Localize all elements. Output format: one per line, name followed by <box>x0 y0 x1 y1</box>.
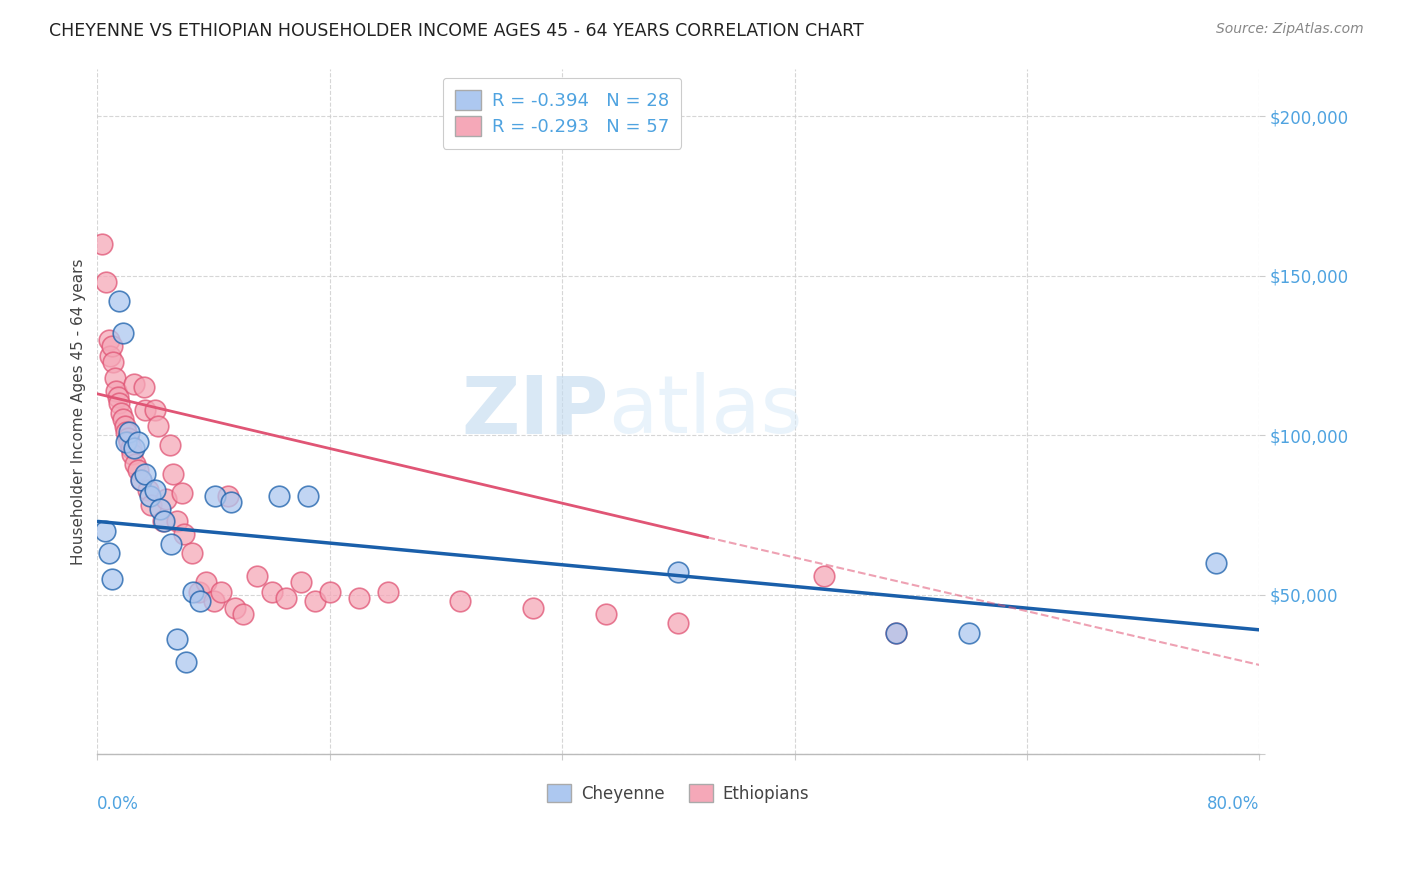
Point <box>666 566 689 580</box>
Point <box>121 447 143 461</box>
Point <box>148 418 170 433</box>
Point <box>101 572 124 586</box>
Point <box>98 546 121 560</box>
Point <box>884 626 907 640</box>
Point <box>110 406 132 420</box>
Point <box>159 438 181 452</box>
Point <box>276 591 298 605</box>
Point <box>347 591 370 605</box>
Point <box>377 584 399 599</box>
Point <box>100 349 122 363</box>
Point <box>105 384 128 398</box>
Point <box>139 499 162 513</box>
Point <box>138 489 160 503</box>
Point <box>104 371 127 385</box>
Point <box>122 377 145 392</box>
Point <box>180 546 202 560</box>
Point <box>108 396 131 410</box>
Point <box>224 600 246 615</box>
Point <box>232 607 254 621</box>
Point <box>149 501 172 516</box>
Point <box>129 473 152 487</box>
Point <box>217 489 239 503</box>
Point <box>112 326 135 341</box>
Point <box>260 584 283 599</box>
Point <box>115 425 138 439</box>
Y-axis label: Householder Income Ages 45 - 64 years: Householder Income Ages 45 - 64 years <box>72 258 86 565</box>
Point <box>134 402 156 417</box>
Point <box>115 434 138 449</box>
Point <box>162 467 184 481</box>
Point <box>595 607 617 621</box>
Point <box>118 434 141 449</box>
Point <box>114 418 136 433</box>
Point <box>90 236 112 251</box>
Point <box>107 390 129 404</box>
Text: Source: ZipAtlas.com: Source: ZipAtlas.com <box>1216 22 1364 37</box>
Point <box>522 600 544 615</box>
Point <box>98 333 121 347</box>
Point <box>93 524 115 538</box>
Point <box>136 483 159 497</box>
Point <box>166 632 188 647</box>
Point <box>145 483 167 497</box>
Point <box>132 380 155 394</box>
Point <box>188 584 211 599</box>
Point <box>449 594 471 608</box>
Point <box>170 485 193 500</box>
Point <box>304 594 326 608</box>
Point <box>120 441 142 455</box>
Point <box>101 339 124 353</box>
Point <box>117 432 139 446</box>
Text: 80.0%: 80.0% <box>1206 796 1260 814</box>
Point <box>1205 556 1227 570</box>
Point <box>152 515 174 529</box>
Point <box>174 655 197 669</box>
Point <box>127 463 149 477</box>
Point <box>129 473 152 487</box>
Point <box>319 584 342 599</box>
Text: atlas: atlas <box>609 372 803 450</box>
Point <box>813 568 835 582</box>
Point <box>181 584 204 599</box>
Point <box>666 616 689 631</box>
Point <box>145 402 167 417</box>
Point <box>108 294 131 309</box>
Point <box>297 489 319 503</box>
Point <box>166 515 188 529</box>
Point <box>155 491 177 506</box>
Point <box>122 441 145 455</box>
Text: 0.0%: 0.0% <box>97 796 139 814</box>
Point <box>112 412 135 426</box>
Text: ZIP: ZIP <box>461 372 609 450</box>
Point <box>103 355 125 369</box>
Point <box>124 457 146 471</box>
Point <box>204 489 226 503</box>
Point <box>153 515 176 529</box>
Point <box>118 425 141 439</box>
Point <box>290 574 312 589</box>
Text: CHEYENNE VS ETHIOPIAN HOUSEHOLDER INCOME AGES 45 - 64 YEARS CORRELATION CHART: CHEYENNE VS ETHIOPIAN HOUSEHOLDER INCOME… <box>49 22 863 40</box>
Point <box>127 434 149 449</box>
Point <box>209 584 232 599</box>
Point <box>267 489 290 503</box>
Point <box>134 467 156 481</box>
Point <box>246 568 269 582</box>
Point <box>202 594 225 608</box>
Point <box>94 275 117 289</box>
Point <box>173 527 195 541</box>
Point <box>957 626 980 640</box>
Legend: Cheyenne, Ethiopians: Cheyenne, Ethiopians <box>536 772 821 814</box>
Point <box>190 594 212 608</box>
Point <box>219 495 242 509</box>
Point <box>195 574 218 589</box>
Point <box>884 626 907 640</box>
Point <box>160 537 183 551</box>
